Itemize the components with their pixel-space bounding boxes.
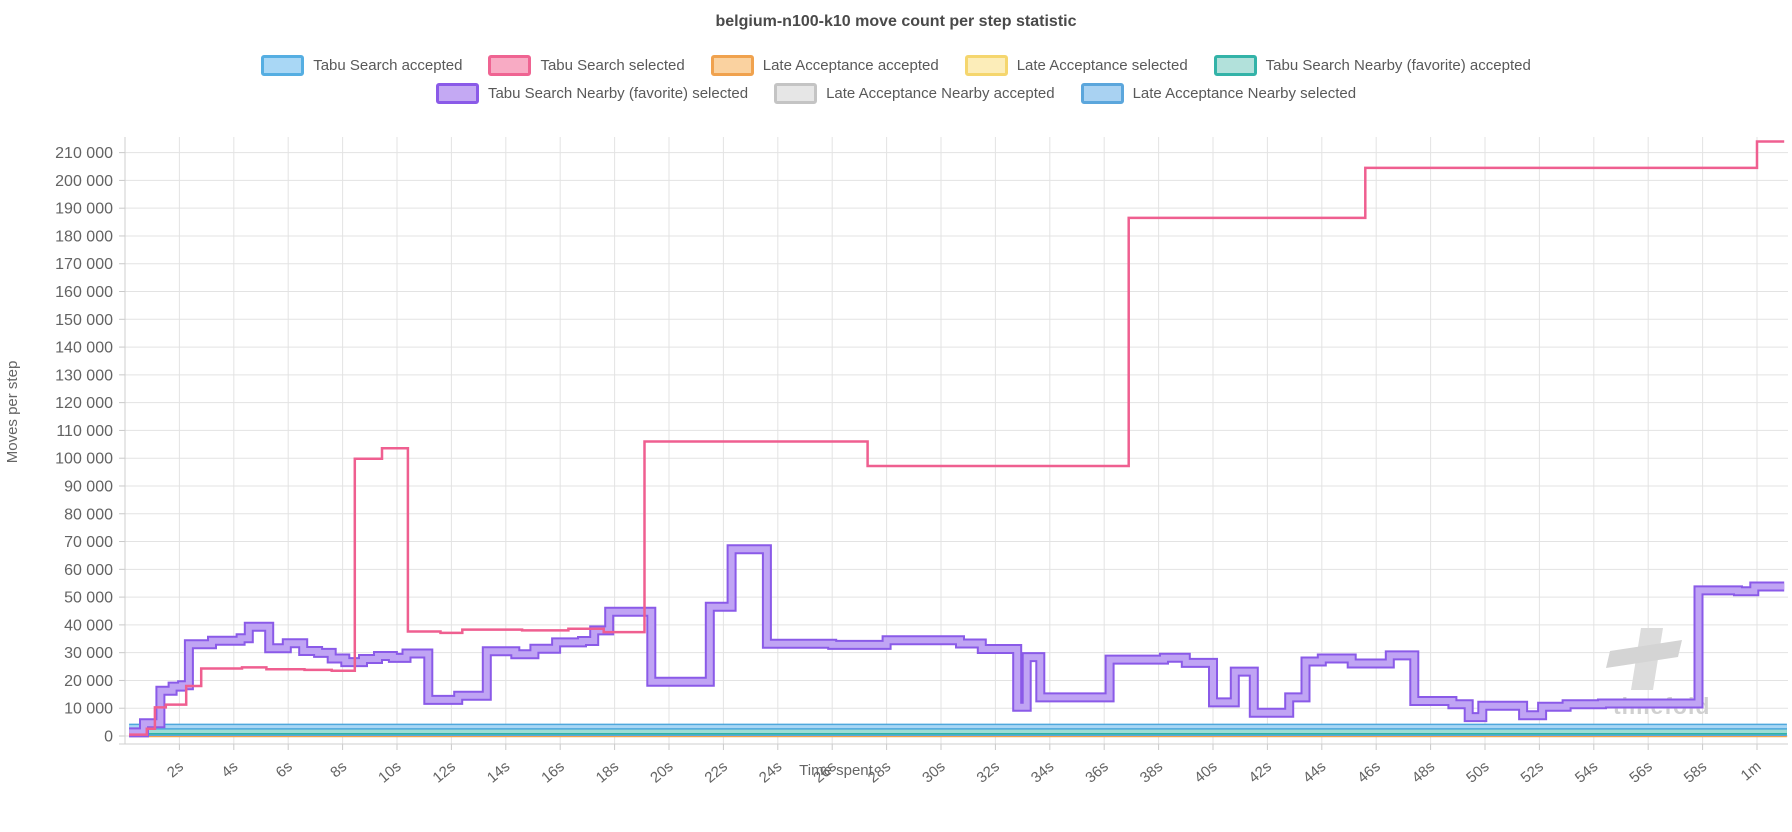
series-lines bbox=[129, 140, 1787, 738]
legend-row-2: Tabu Search Nearby (favorite) selected La… bbox=[435, 83, 1357, 104]
y-tick-label: 80 000 bbox=[64, 506, 113, 523]
legend-item-label: Tabu Search Nearby (favorite) selected bbox=[487, 85, 749, 102]
x-axis-title: Time spent bbox=[799, 762, 873, 779]
x-tick-label: 16s bbox=[538, 758, 567, 787]
series-line-inner-tabu-search-nearby-favorite-selected bbox=[129, 546, 1785, 736]
legend-item-label: Late Acceptance Nearby accepted bbox=[826, 85, 1055, 102]
x-tick-label: 30s bbox=[919, 758, 948, 787]
x-tick-label: 48s bbox=[1409, 758, 1438, 787]
y-tick-label: 180 000 bbox=[55, 228, 113, 245]
x-tick-label: 22s bbox=[702, 758, 731, 787]
y-tick-label: 70 000 bbox=[64, 534, 113, 551]
x-tick-label: 46s bbox=[1354, 758, 1383, 787]
x-tick-label: 18s bbox=[593, 758, 622, 787]
page-title: belgium-n100-k10 move count per step sta… bbox=[715, 13, 1077, 30]
x-tick-label: 54s bbox=[1572, 758, 1601, 787]
legend-swatch-icon bbox=[1213, 55, 1257, 76]
y-tick-label: 210 000 bbox=[55, 145, 113, 162]
x-tick-label: 34s bbox=[1028, 758, 1057, 787]
x-tick-label: 24s bbox=[756, 758, 785, 787]
y-tick-label: 170 000 bbox=[55, 256, 113, 273]
legend-item[interactable]: Tabu Search Nearby (favorite) accepted bbox=[1213, 55, 1531, 76]
legend-item-label: Late Acceptance Nearby selected bbox=[1132, 85, 1357, 102]
x-tick-label: 58s bbox=[1681, 758, 1710, 787]
y-tick-label: 0 bbox=[104, 729, 113, 746]
y-tick-label: 30 000 bbox=[64, 645, 113, 662]
legend-item[interactable]: Late Acceptance selected bbox=[964, 55, 1188, 76]
legend-swatch-icon bbox=[774, 83, 818, 104]
y-tick-label: 140 000 bbox=[55, 340, 113, 357]
legend-item[interactable]: Tabu Search accepted bbox=[261, 55, 462, 76]
legend-row-1: Tabu Search accepted Tabu Search selected… bbox=[261, 55, 1531, 76]
y-tick-label: 160 000 bbox=[55, 284, 113, 301]
x-tick-label: 44s bbox=[1300, 758, 1329, 787]
legend-item[interactable]: Late Acceptance Nearby accepted bbox=[774, 83, 1055, 104]
legend-item-label: Late Acceptance selected bbox=[1016, 57, 1188, 74]
y-tick-label: 90 000 bbox=[64, 478, 113, 495]
y-tick-label: 40 000 bbox=[64, 617, 113, 634]
timefold-logo-icon bbox=[1606, 640, 1682, 668]
legend-item[interactable]: Late Acceptance accepted bbox=[710, 55, 939, 76]
y-tick-label: 20 000 bbox=[64, 673, 113, 690]
legend-item[interactable]: Tabu Search selected bbox=[488, 55, 685, 76]
legend-item-label: Late Acceptance accepted bbox=[762, 57, 939, 74]
x-tick-label: 6s bbox=[273, 758, 296, 781]
x-tick-label: 40s bbox=[1191, 758, 1220, 787]
x-tick-label: 32s bbox=[974, 758, 1003, 787]
legend-swatch-icon bbox=[261, 55, 305, 76]
series-line-tabu-search-selected bbox=[129, 140, 1785, 736]
x-tick-label: 10s bbox=[375, 758, 404, 787]
y-tick-label: 150 000 bbox=[55, 312, 113, 329]
y-tick-label: 10 000 bbox=[64, 701, 113, 718]
y-tick-label: 190 000 bbox=[55, 201, 113, 218]
x-tick-label: 12s bbox=[430, 758, 459, 787]
x-tick-label: 36s bbox=[1082, 758, 1111, 787]
y-tick-label: 130 000 bbox=[55, 367, 113, 384]
x-tick-label: 56s bbox=[1626, 758, 1655, 787]
legend-item-label: Tabu Search accepted bbox=[313, 57, 463, 74]
y-tick-label: 60 000 bbox=[64, 562, 113, 579]
y-tick-label: 120 000 bbox=[55, 395, 113, 412]
x-tick-label: 38s bbox=[1137, 758, 1166, 787]
legend: Tabu Search accepted Tabu Search selected… bbox=[0, 55, 1792, 104]
y-tick-label: 100 000 bbox=[55, 451, 113, 468]
legend-item[interactable]: Late Acceptance Nearby selected bbox=[1080, 83, 1357, 104]
legend-item-label: Tabu Search selected bbox=[540, 57, 685, 74]
x-tick-label: 4s bbox=[218, 758, 241, 781]
x-tick-label: 52s bbox=[1518, 758, 1547, 787]
x-tick-label: 2s bbox=[164, 758, 187, 781]
x-tick-label: 42s bbox=[1246, 758, 1275, 787]
x-tick-label: 20s bbox=[647, 758, 676, 787]
legend-swatch-icon bbox=[964, 55, 1008, 76]
timefold-watermark: timefold bbox=[1606, 628, 1709, 719]
y-axis-title: Moves per step bbox=[4, 361, 21, 464]
x-tick-label: 14s bbox=[484, 758, 513, 787]
legend-item-label: Tabu Search Nearby (favorite) accepted bbox=[1265, 57, 1531, 74]
x-tick-label: 8s bbox=[327, 758, 350, 781]
x-tick-label: 50s bbox=[1463, 758, 1492, 787]
legend-swatch-icon bbox=[1080, 83, 1124, 104]
legend-swatch-icon bbox=[435, 83, 479, 104]
y-tick-label: 50 000 bbox=[64, 590, 113, 607]
y-tick-label: 200 000 bbox=[55, 173, 113, 190]
y-tick-label: 110 000 bbox=[56, 423, 113, 440]
legend-item[interactable]: Tabu Search Nearby (favorite) selected bbox=[435, 83, 749, 104]
legend-swatch-icon bbox=[488, 55, 532, 76]
legend-swatch-icon bbox=[710, 55, 754, 76]
x-tick-label: 1m bbox=[1738, 758, 1765, 784]
axis-ticks-labels: 0 10 000 20 000 30 000 40 000 50 000 60 000 70 … bbox=[4, 137, 1788, 787]
